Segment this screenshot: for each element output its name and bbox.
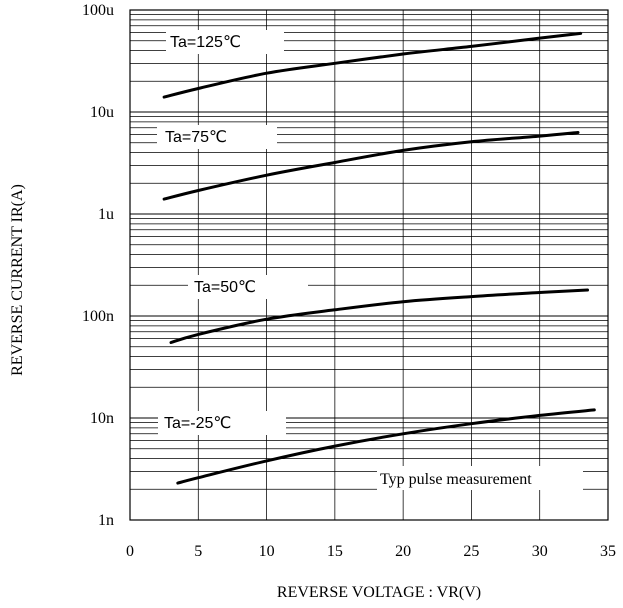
y-axis-label: REVERSE CURRENT IR(A): [9, 184, 26, 376]
x-tick-label: 35: [600, 543, 616, 560]
pulse-note-background: [377, 466, 583, 490]
pulse-note: Typ pulse measurement: [377, 466, 583, 490]
curve-label-background: [166, 30, 284, 54]
curve-label: Ta=75℃: [165, 129, 227, 146]
x-tick-label: 20: [395, 543, 411, 560]
y-tick-label: 1u: [98, 206, 114, 223]
curve-label-backgrounds: [157, 30, 308, 435]
x-tick-label: 15: [327, 543, 343, 560]
series-line: [169, 288, 589, 344]
curve-label-background: [158, 411, 286, 435]
series-line: [162, 131, 580, 201]
curve-labels: Ta=125℃ Ta=75℃ Ta=50℃ Ta=-25℃: [164, 34, 256, 432]
y-tick-labels: 1n 10n 100n 1u 10u 100u: [82, 2, 114, 529]
curve-label-background: [157, 125, 277, 149]
series: [162, 31, 596, 485]
series-line: [162, 31, 583, 99]
x-tick-label: 0: [126, 543, 134, 560]
curve-label: Ta=-25℃: [164, 415, 231, 432]
curve-label: Ta=50℃: [194, 279, 256, 296]
plot-frame: [129, 9, 609, 521]
curve-label: Ta=125℃: [170, 34, 241, 51]
pulse-note-text: Typ pulse measurement: [380, 471, 532, 488]
x-tick-label: 30: [532, 543, 548, 560]
x-tick-label: 10: [259, 543, 275, 560]
x-axis-label: REVERSE VOLTAGE : VR(V): [277, 584, 481, 601]
x-tick-label: 5: [194, 543, 202, 560]
x-tick-label: 25: [463, 543, 479, 560]
y-tick-label: 100u: [82, 2, 114, 19]
x-tick-labels: 0 5 10 15 20 25 30 35: [126, 543, 616, 560]
y-tick-label: 10u: [90, 104, 114, 121]
y-tick-label: 100n: [82, 308, 114, 325]
curve-label-background: [188, 275, 308, 299]
y-tick-label: 1n: [98, 512, 114, 529]
series-line: [176, 408, 596, 485]
y-tick-label: 10n: [90, 410, 114, 427]
